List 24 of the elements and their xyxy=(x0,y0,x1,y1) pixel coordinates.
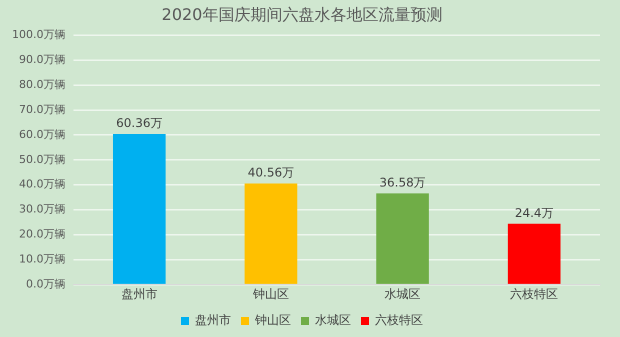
x-tick-label: 六枝特区 xyxy=(510,286,558,301)
data-label: 40.56万 xyxy=(248,166,294,180)
data-label: 60.36万 xyxy=(116,116,162,130)
data-label: 24.4万 xyxy=(514,206,554,220)
x-tick-label: 水城区 xyxy=(384,286,421,301)
y-tick-label: 60.0万辆 xyxy=(18,128,66,141)
y-tick-label: 80.0万辆 xyxy=(18,78,66,91)
y-tick-label: 0.0万辆 xyxy=(26,277,66,290)
chart-title: 2020年国庆期间六盘水各地区流量预测 xyxy=(162,4,442,24)
y-tick-label: 30.0万辆 xyxy=(18,202,66,216)
y-tick-label: 100.0万辆 xyxy=(12,28,66,42)
data-label: 36.58万 xyxy=(379,175,426,190)
y-tick-label: 90.0万辆 xyxy=(18,53,66,66)
x-tick-label: 盘州市 xyxy=(121,286,158,301)
x-tick-label: 钟山区 xyxy=(252,286,289,301)
y-tick-label: 20.0万辆 xyxy=(18,228,66,241)
y-tick-label: 50.0万辆 xyxy=(18,152,66,166)
legend-label: 钟山区 xyxy=(254,313,291,328)
legend-label: 盘州市 xyxy=(195,313,231,328)
legend-label: 六枝特区 xyxy=(375,313,423,328)
y-tick-label: 40.0万辆 xyxy=(18,178,66,191)
legend-label: 水城区 xyxy=(315,313,351,328)
y-tick-label: 10.0万辆 xyxy=(18,252,66,266)
y-tick-label: 70.0万辆 xyxy=(18,102,66,116)
